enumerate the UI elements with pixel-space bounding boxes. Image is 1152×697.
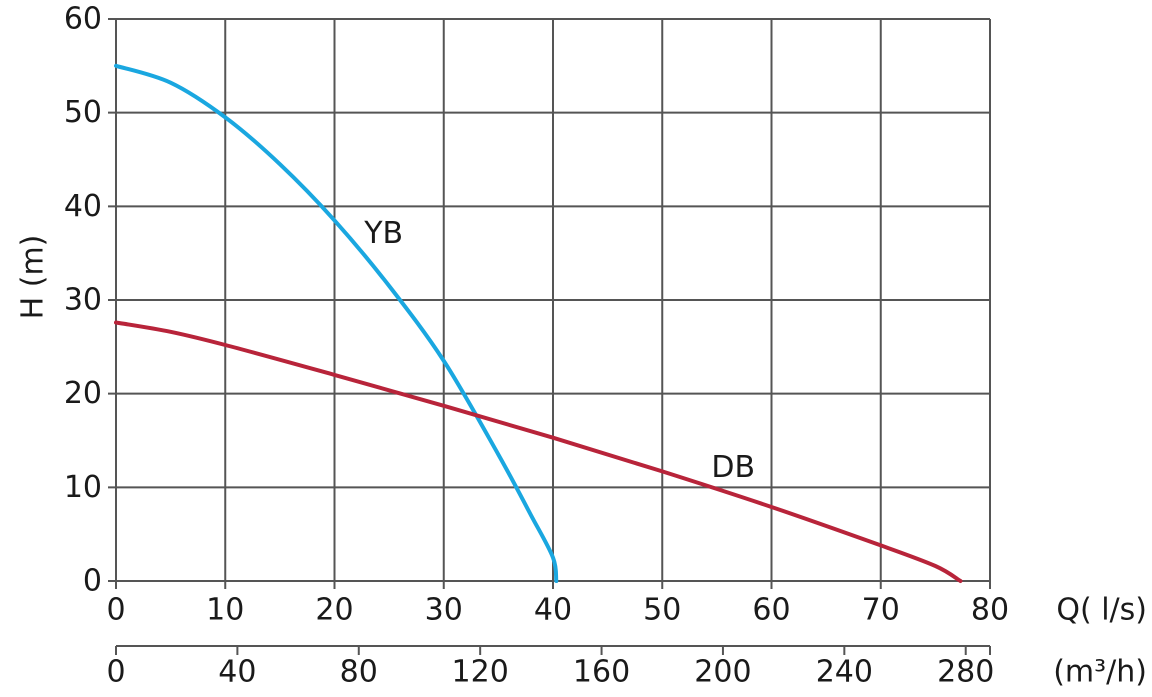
secondary-x-tick-label: 280: [937, 655, 994, 690]
y-tick-label: 20: [64, 376, 102, 411]
y-tick-label: 0: [83, 564, 102, 599]
secondary-x-tick-label: 0: [106, 655, 125, 690]
x-axis-title: Q( l/s): [1056, 593, 1147, 628]
secondary-x-axis-title: (m³/h): [1053, 655, 1147, 690]
secondary-x-tick-label: 120: [452, 655, 509, 690]
y-tick-label: 40: [64, 189, 102, 224]
y-tick-label: 50: [64, 95, 102, 130]
series-line-yb: [114, 63, 559, 583]
y-tick-label: 10: [64, 470, 102, 505]
x-tick-label: 30: [425, 593, 463, 628]
secondary-x-tick-label: 160: [573, 655, 630, 690]
curves: [114, 63, 963, 583]
secondary-x-tick-label: 200: [694, 655, 751, 690]
x-tick-labels: 0 10 20 30 40 50 60 70 80: [106, 593, 1009, 628]
secondary-x-axis: 0 40 80 120 160 200 240 280: [106, 645, 994, 690]
x-tick-label: 50: [643, 593, 681, 628]
series-labels: YB DB: [363, 216, 755, 485]
y-axis-title: H (m): [16, 235, 51, 320]
x-tick-label: 10: [206, 593, 244, 628]
secondary-x-tick-label: 40: [218, 655, 256, 690]
x-tick-label: 40: [534, 593, 572, 628]
y-tick-label: 30: [64, 283, 102, 318]
series-label-yb: YB: [363, 216, 403, 251]
x-tick-label: 60: [752, 593, 790, 628]
x-tick-label: 70: [862, 593, 900, 628]
series-line-db: [114, 320, 963, 583]
grid: [108, 18, 991, 589]
series-label-db: DB: [711, 450, 755, 485]
secondary-x-tick-label: 80: [340, 655, 378, 690]
secondary-x-tick-label: 240: [816, 655, 873, 690]
x-tick-label: 80: [971, 593, 1009, 628]
y-tick-label: 60: [64, 2, 102, 37]
x-tick-label: 0: [106, 593, 125, 628]
y-tick-labels: 0 10 20 30 40 50 60: [64, 2, 102, 599]
x-tick-label: 20: [315, 593, 353, 628]
